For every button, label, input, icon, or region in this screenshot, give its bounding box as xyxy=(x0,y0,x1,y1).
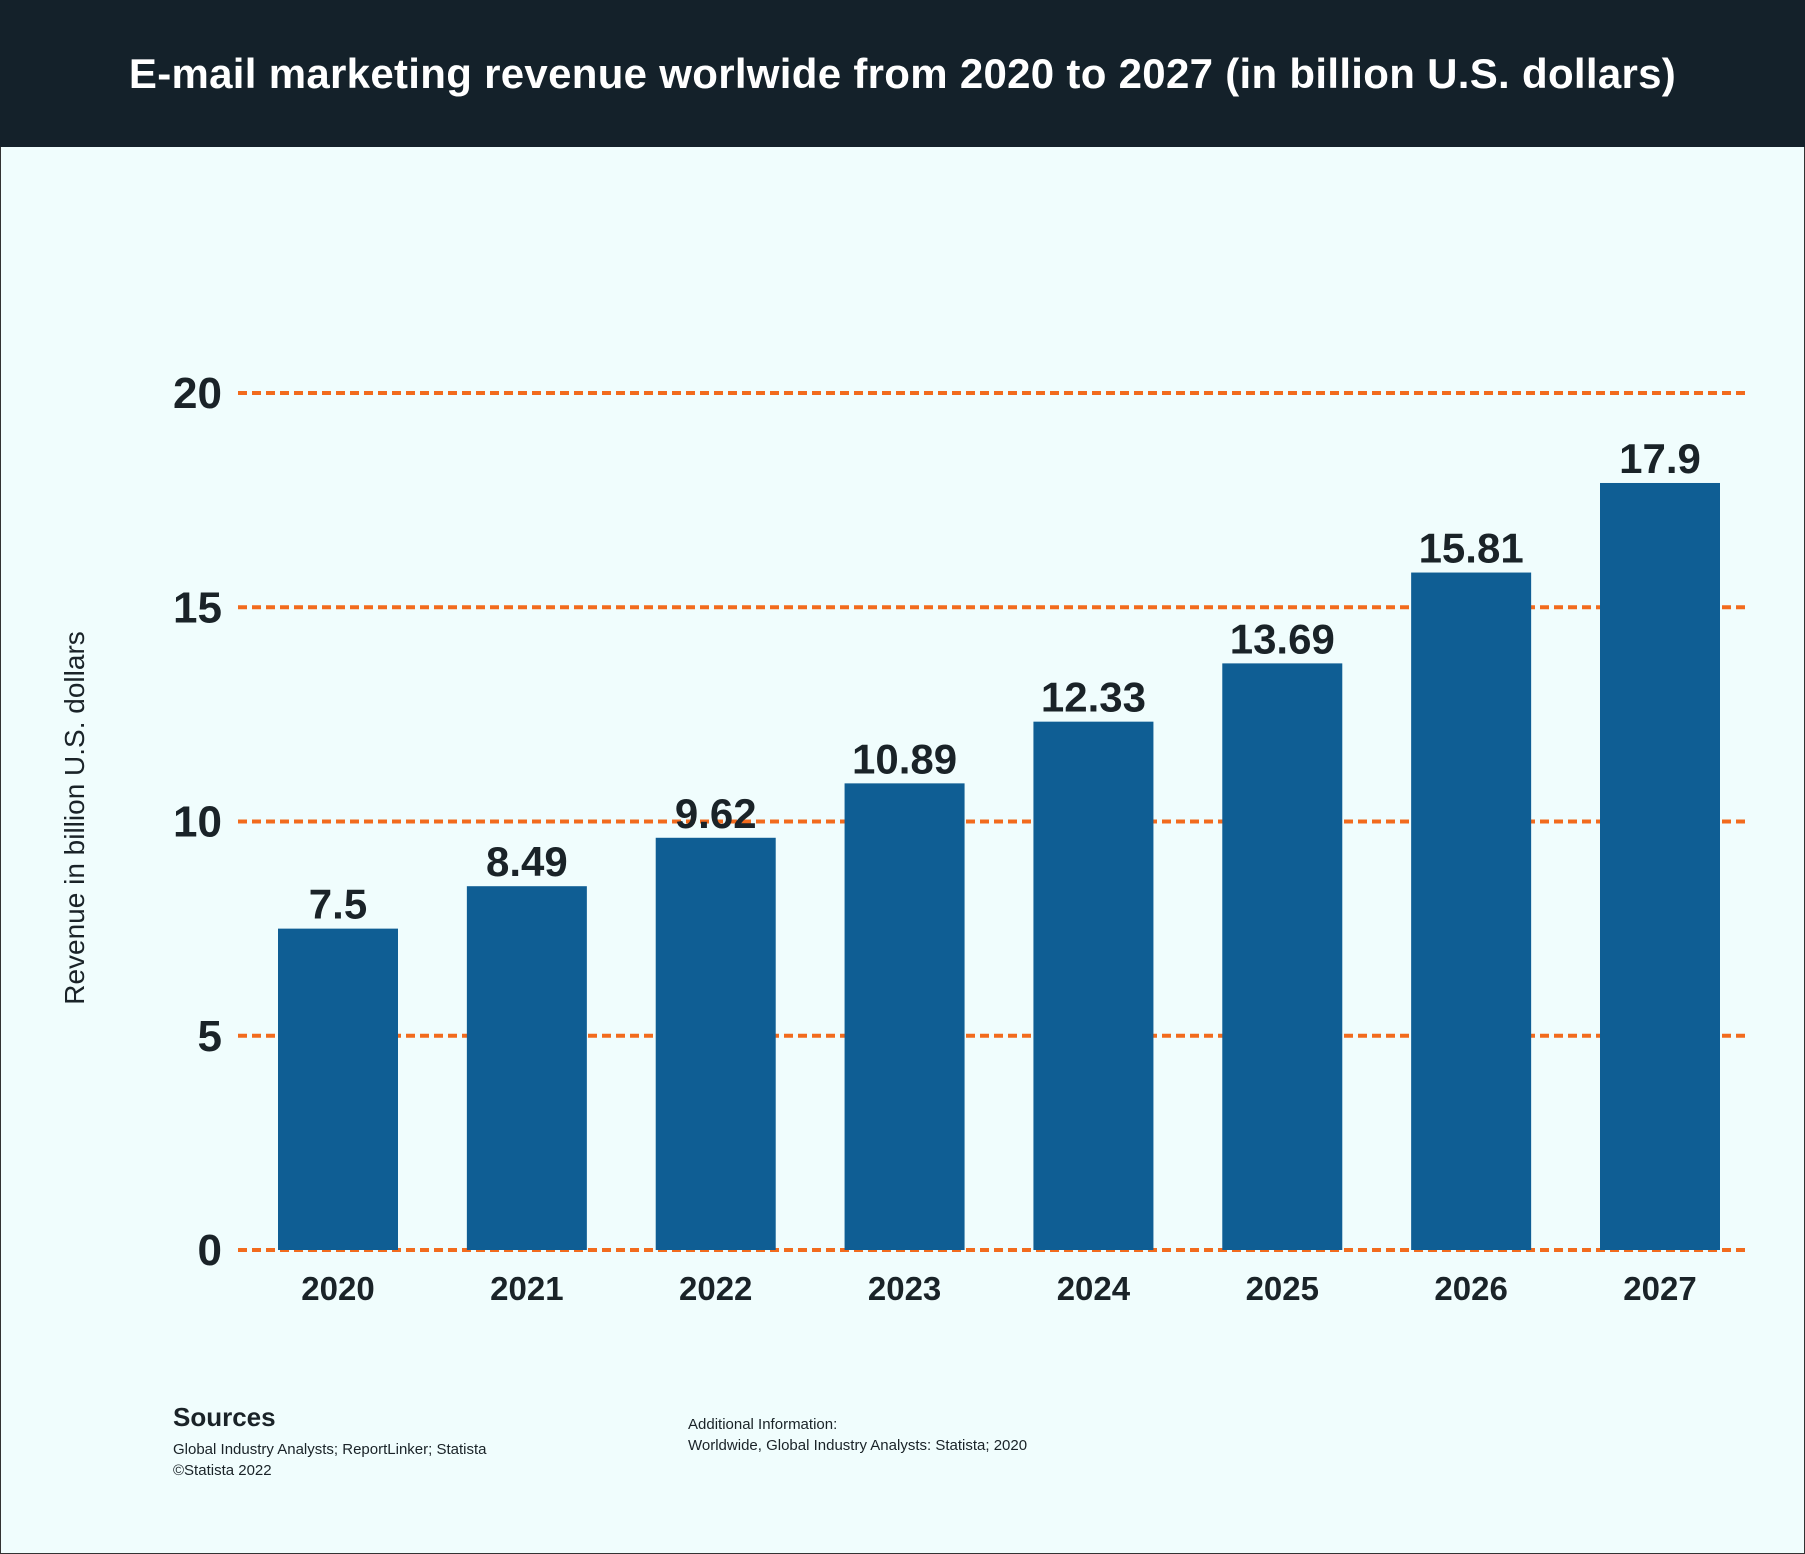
chart-title: E-mail marketing revenue worlwide from 2… xyxy=(128,49,1677,97)
additional-info-block: Additional Information: Worldwide, Globa… xyxy=(688,1414,1027,1456)
sources-block: Sources Global Industry Analysts; Report… xyxy=(173,1402,486,1481)
x-tick-label-2024: 2024 xyxy=(1057,1270,1131,1307)
y-tick-label: 20 xyxy=(173,369,222,418)
x-tick-label-2022: 2022 xyxy=(679,1270,752,1307)
bar-2020 xyxy=(278,928,398,1250)
x-tick-label-2026: 2026 xyxy=(1434,1270,1507,1307)
y-axis-title: Revenue in billion U.S. dollars xyxy=(59,631,90,1005)
x-tick-label-2027: 2027 xyxy=(1623,1270,1696,1307)
labels: 0 5 10 15 20 7.5 2020 8.49 2021 9.62 2022 10.89 2023… xyxy=(173,369,1701,1307)
x-tick-label-2020: 2020 xyxy=(301,1270,374,1307)
y-tick-label: 10 xyxy=(173,798,222,847)
value-label-2027: 17.9 xyxy=(1619,435,1701,482)
value-label-2025: 13.69 xyxy=(1230,615,1335,662)
value-label-2026: 15.81 xyxy=(1419,525,1524,572)
copyright-line: ©Statista 2022 xyxy=(173,1462,272,1479)
value-label-2023: 10.89 xyxy=(852,735,957,782)
x-tick-label-2025: 2025 xyxy=(1246,1270,1319,1307)
sources-line: Global Industry Analysts; ReportLinker; … xyxy=(173,1441,487,1458)
bar-2025 xyxy=(1222,663,1343,1250)
bar-2023 xyxy=(844,783,965,1250)
y-tick-label: 0 xyxy=(198,1226,222,1275)
value-label-2022: 9.62 xyxy=(675,790,757,837)
value-label-2020: 7.5 xyxy=(309,881,367,928)
bar-2024 xyxy=(1033,721,1154,1250)
bar-2022 xyxy=(655,837,776,1250)
additional-info-text: Worldwide, Global Industry Analysts: Sta… xyxy=(688,1437,1028,1454)
y-tick-label: 5 xyxy=(198,1012,222,1061)
sources-heading: Sources xyxy=(173,1402,276,1432)
value-label-2021: 8.49 xyxy=(486,838,568,885)
x-tick-label-2023: 2023 xyxy=(868,1270,941,1307)
additional-info-heading: Additional Information: xyxy=(688,1416,838,1433)
header-bar: E-mail marketing revenue worlwide from 2… xyxy=(0,0,1805,147)
bar-2027 xyxy=(1600,482,1720,1250)
x-tick-label-2021: 2021 xyxy=(490,1270,563,1307)
bars xyxy=(278,482,1720,1250)
bar-2021 xyxy=(466,886,587,1250)
value-label-2024: 12.33 xyxy=(1041,674,1146,721)
y-tick-label: 15 xyxy=(173,583,222,632)
bar-2026 xyxy=(1411,572,1532,1250)
